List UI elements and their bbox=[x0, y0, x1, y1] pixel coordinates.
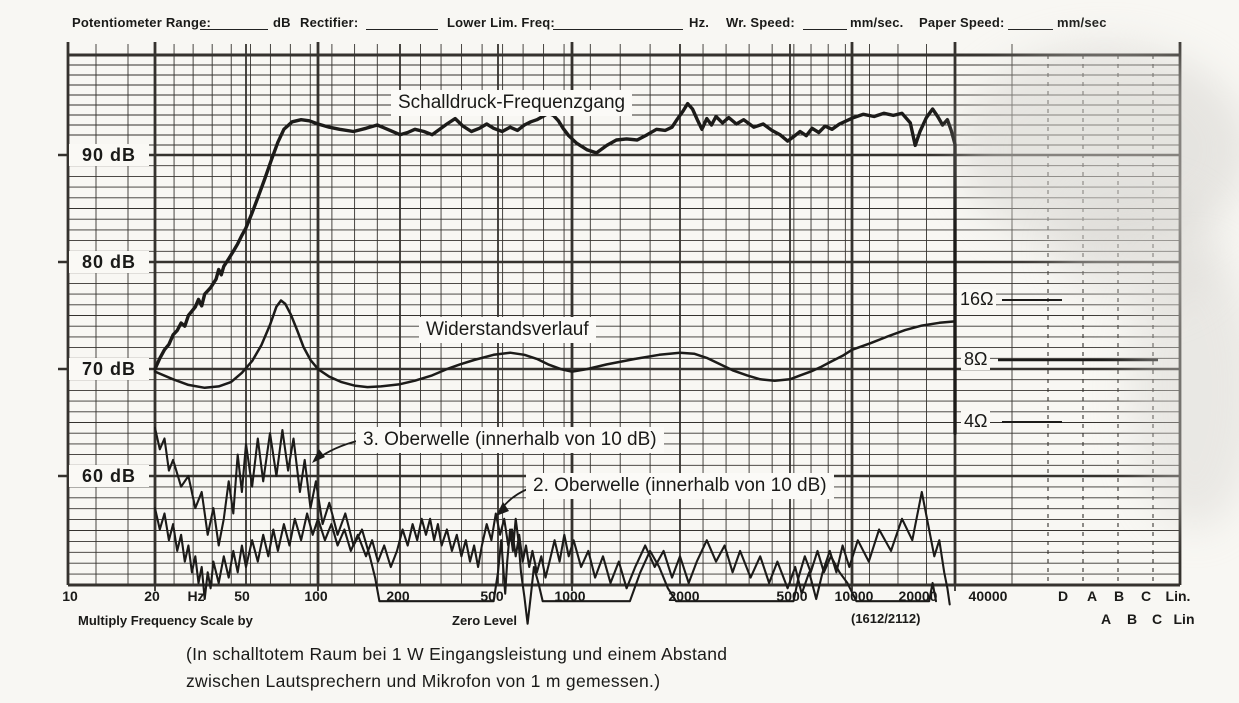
x-tick-label-20: 20 bbox=[144, 588, 160, 604]
spl-curve bbox=[153, 101, 957, 435]
y-axis-label-90db: 90 dB bbox=[69, 144, 149, 166]
wr-speed-field bbox=[803, 16, 847, 30]
ohm-reference-lines bbox=[998, 299, 1158, 423]
weighting-top-Lin.: Lin. bbox=[1165, 588, 1191, 604]
weighting-top-C: C bbox=[1140, 588, 1152, 604]
y-axis-label-80db: 80 dB bbox=[69, 251, 149, 273]
x-tick-label-10: 10 bbox=[62, 588, 78, 604]
potentiometer-range-unit: dB bbox=[273, 15, 291, 30]
caption-line-2: zwischen Lautsprechern und Mikrofon von … bbox=[186, 671, 661, 691]
x-tick-label-1000: 1000 bbox=[554, 588, 586, 604]
paper-speed-label: Paper Speed: bbox=[919, 15, 1005, 30]
spl-curve-label: Schalldruck-Frequenzgang bbox=[391, 90, 633, 116]
y-axis-label-16ohm: 16Ω bbox=[957, 289, 997, 310]
weighting-bottom-B: B bbox=[1126, 611, 1138, 627]
lower-lim-freq-label: Lower Lim. Freq: bbox=[447, 15, 555, 30]
x-tick-label-5000: 5000 bbox=[776, 588, 808, 604]
impedance-curve bbox=[153, 299, 957, 420]
x-tick-label-20000: 20000 bbox=[898, 588, 938, 604]
x-tick-label-100: 100 bbox=[304, 588, 328, 604]
caption-line-1: (In schalltotem Raum bei 1 W Eingangslei… bbox=[186, 644, 728, 664]
second-harmonic-curve bbox=[153, 490, 951, 606]
grid-lines bbox=[58, 42, 1182, 591]
third-harmonic-curve bbox=[153, 426, 938, 625]
wr-speed-label: Wr. Speed: bbox=[726, 15, 795, 30]
x-tick-label-10000: 10000 bbox=[834, 588, 874, 604]
weighting-top-D: D bbox=[1057, 588, 1069, 604]
rectifier-field bbox=[366, 16, 438, 30]
lower-lim-freq-unit: Hz. bbox=[689, 15, 710, 30]
third-harmonic-label: 3. Oberwelle (innerhalb von 10 dB) bbox=[356, 427, 664, 453]
multiply-frequency-label: Multiply Frequency Scale by bbox=[78, 613, 253, 628]
paper-speed-field bbox=[1008, 16, 1053, 30]
weighting-top-A: A bbox=[1086, 588, 1098, 604]
paper-speed-unit: mm/sec bbox=[1057, 15, 1107, 30]
x-tick-label-200: 200 bbox=[386, 588, 410, 604]
weighting-bottom-A: A bbox=[1100, 611, 1112, 627]
y-axis-label-60db: 60 dB bbox=[69, 465, 149, 487]
x-tick-label-2000: 2000 bbox=[668, 588, 700, 604]
wr-speed-unit: mm/sec. bbox=[850, 15, 904, 30]
x-tick-label-Hz: Hz bbox=[187, 588, 205, 604]
lower-lim-freq-field bbox=[553, 16, 683, 30]
third-harmonic-arrowhead bbox=[312, 449, 325, 463]
rectifier-label: Rectifier: bbox=[300, 15, 359, 30]
weighting-bottom-C: C bbox=[1151, 611, 1163, 627]
y-axis-label-8ohm: 8Ω bbox=[961, 349, 991, 370]
second-harmonic-arrowhead bbox=[496, 502, 509, 516]
x-tick-label-500: 500 bbox=[480, 588, 504, 604]
chart-model-number: (1612/2112) bbox=[851, 611, 921, 626]
potentiometer-range-label: Potentiometer Range: bbox=[72, 15, 212, 30]
weighting-top-B: B bbox=[1113, 588, 1125, 604]
x-tick-label-40000: 40000 bbox=[968, 588, 1008, 604]
y-axis-label-4ohm: 4Ω bbox=[961, 411, 991, 432]
y-axis-label-70db: 70 dB bbox=[69, 358, 149, 380]
measurement-curves bbox=[153, 101, 957, 625]
impedance-curve-label: Widerstandsverlauf bbox=[419, 317, 596, 343]
second-harmonic-label: 2. Oberwelle (innerhalb von 10 dB) bbox=[526, 473, 834, 499]
x-tick-label-50: 50 bbox=[234, 588, 250, 604]
zero-level-label: Zero Level bbox=[452, 613, 518, 628]
weighting-bottom-Lin: Lin bbox=[1173, 611, 1195, 627]
potentiometer-range-field bbox=[200, 16, 268, 30]
